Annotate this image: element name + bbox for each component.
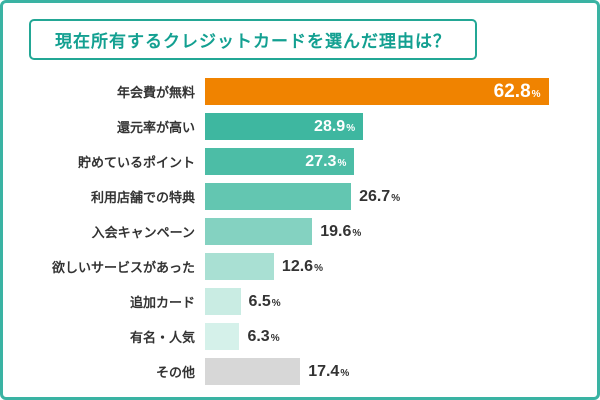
value-label: 17.4% — [308, 362, 350, 380]
bar-track: 62.8% — [205, 78, 577, 105]
bar-track: 12.6% — [205, 253, 577, 280]
chart-row: 還元率が高い 28.9% — [17, 113, 577, 140]
value-number: 12.6 — [281, 257, 314, 275]
bar-track: 17.4% — [205, 358, 577, 385]
chart-row: 利用店舗での特典 26.7% — [17, 183, 577, 210]
bar-track: 27.3% — [205, 148, 577, 175]
bar — [205, 218, 313, 245]
value-number: 27.3 — [305, 152, 337, 170]
bar — [205, 288, 241, 315]
bar-chart: 年会費が無料 62.8% 還元率が高い 28.9% 貯めているポイント 27.3% 利用店舗… — [17, 78, 577, 385]
category-label: 有名・人気 — [129, 330, 195, 345]
value-unit: % — [271, 297, 281, 309]
bar — [205, 358, 301, 385]
bar-track: 28.9% — [205, 113, 577, 140]
chart-row: その他 17.4% — [17, 358, 577, 385]
value-number: 19.6 — [320, 222, 352, 240]
bar-track: 6.3% — [205, 323, 577, 350]
value-unit: % — [337, 157, 347, 169]
value-label: 19.6% — [320, 222, 362, 240]
value-number: 6.5 — [248, 292, 271, 310]
bar-track: 6.5% — [205, 288, 577, 315]
value-label: 62.8% — [494, 82, 549, 101]
value-label: 6.5% — [248, 292, 281, 310]
category-label: 追加カード — [129, 295, 195, 310]
chart-row: 年会費が無料 62.8% — [17, 78, 577, 105]
value-unit: % — [346, 122, 356, 134]
value-label: 26.7% — [359, 187, 401, 205]
category-label: 欲しいサービスがあった — [51, 260, 195, 275]
value-number: 17.4 — [308, 362, 340, 380]
bar — [205, 323, 240, 350]
bar: 27.3% — [205, 148, 355, 175]
category-label: その他 — [155, 365, 195, 380]
chart-title: 現在所有するクレジットカードを選んだ理由は？ — [55, 32, 451, 51]
bar — [205, 253, 274, 280]
value-number: 6.3 — [247, 327, 270, 345]
chart-row: 欲しいサービスがあった 12.6% — [17, 253, 577, 280]
bar: 28.9% — [205, 113, 364, 140]
value-unit: % — [531, 89, 541, 100]
chart-row: 有名・人気 6.3% — [17, 323, 577, 350]
category-label: 年会費が無料 — [116, 85, 195, 100]
value-unit: % — [340, 367, 350, 379]
category-label: 入会キャンペーン — [91, 225, 195, 240]
value-label: 28.9% — [314, 117, 363, 135]
value-unit: % — [314, 262, 323, 274]
value-unit: % — [352, 227, 362, 239]
category-label: 還元率が高い — [116, 120, 195, 135]
bar — [205, 183, 352, 210]
value-label: 27.3% — [305, 152, 354, 170]
bar-track: 26.7% — [205, 183, 577, 210]
value-number: 62.8 — [493, 81, 531, 102]
value-label: 6.3% — [247, 327, 280, 345]
chart-title-box: 現在所有するクレジットカードを選んだ理由は？ — [29, 19, 477, 60]
value-unit: % — [270, 332, 280, 344]
chart-row: 追加カード 6.5% — [17, 288, 577, 315]
value-number: 28.9 — [314, 117, 346, 135]
value-label: 12.6% — [281, 257, 323, 275]
category-label: 利用店舗での特典 — [90, 190, 195, 205]
value-unit: % — [391, 192, 401, 204]
value-number: 26.7 — [359, 187, 391, 205]
chart-row: 貯めているポイント 27.3% — [17, 148, 577, 175]
bar-track: 19.6% — [205, 218, 577, 245]
category-label: 貯めているポイント — [77, 155, 195, 170]
chart-row: 入会キャンペーン 19.6% — [17, 218, 577, 245]
bar: 62.8% — [205, 78, 549, 105]
